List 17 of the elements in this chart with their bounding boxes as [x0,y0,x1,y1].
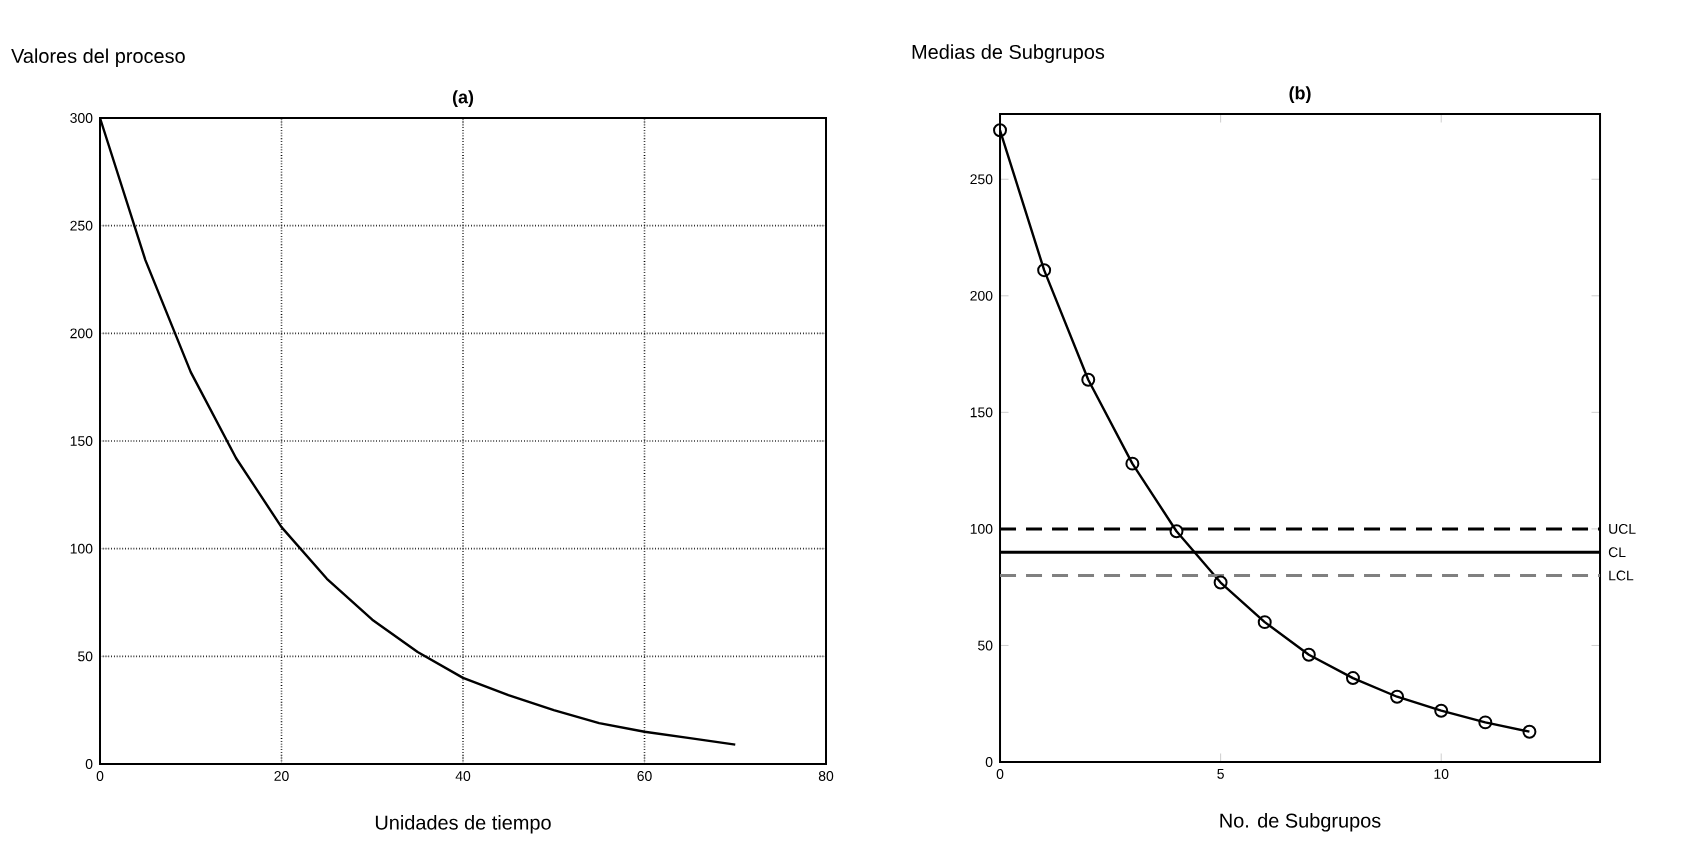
point [1345,671,1360,686]
point [1081,372,1096,387]
point [1434,703,1449,718]
point [1169,524,1184,539]
point [1390,689,1405,704]
point [1037,263,1052,278]
point [1125,456,1140,471]
chart-title: (b) [1289,86,1311,103]
x-axis-title: No. de Subgrupos [1220,813,1381,832]
chart-title: (a) [452,90,474,107]
point [1213,575,1228,590]
y-axis-title: Medias de Subgrupos [912,44,1105,63]
point [1301,647,1316,662]
point [1257,615,1272,630]
y-axis-title: Valores del proceso [11,48,185,67]
point [1478,715,1493,730]
x-axis-title: Unidades de tiempo [375,815,551,834]
